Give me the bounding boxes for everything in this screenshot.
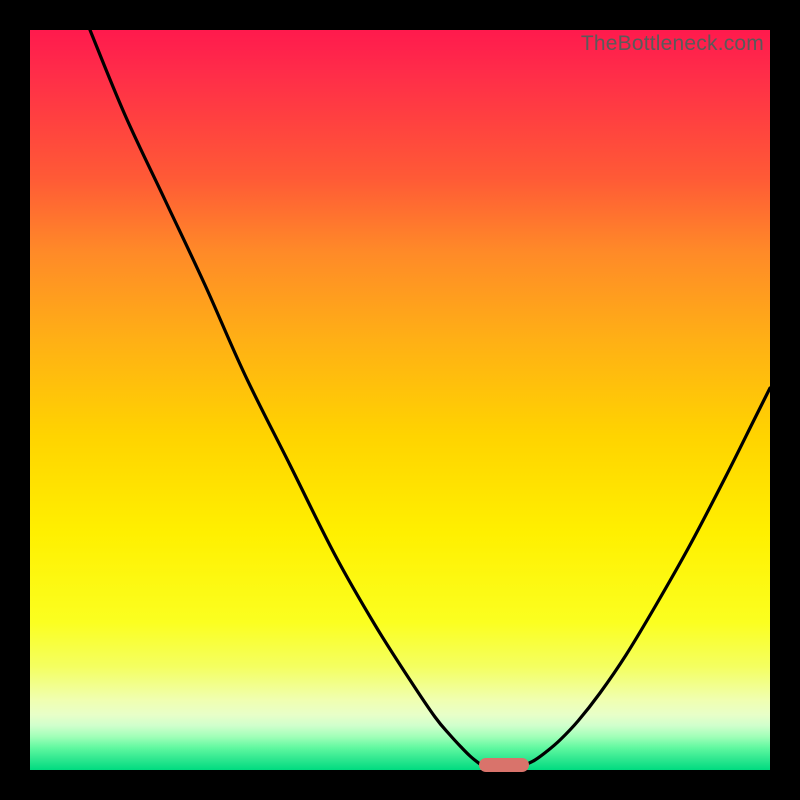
bottleneck-curve (30, 30, 770, 770)
trough-marker (479, 758, 529, 772)
plot-area (30, 30, 770, 770)
chart-frame: TheBottleneck.com (0, 0, 800, 800)
watermark-text: TheBottleneck.com (581, 32, 764, 56)
